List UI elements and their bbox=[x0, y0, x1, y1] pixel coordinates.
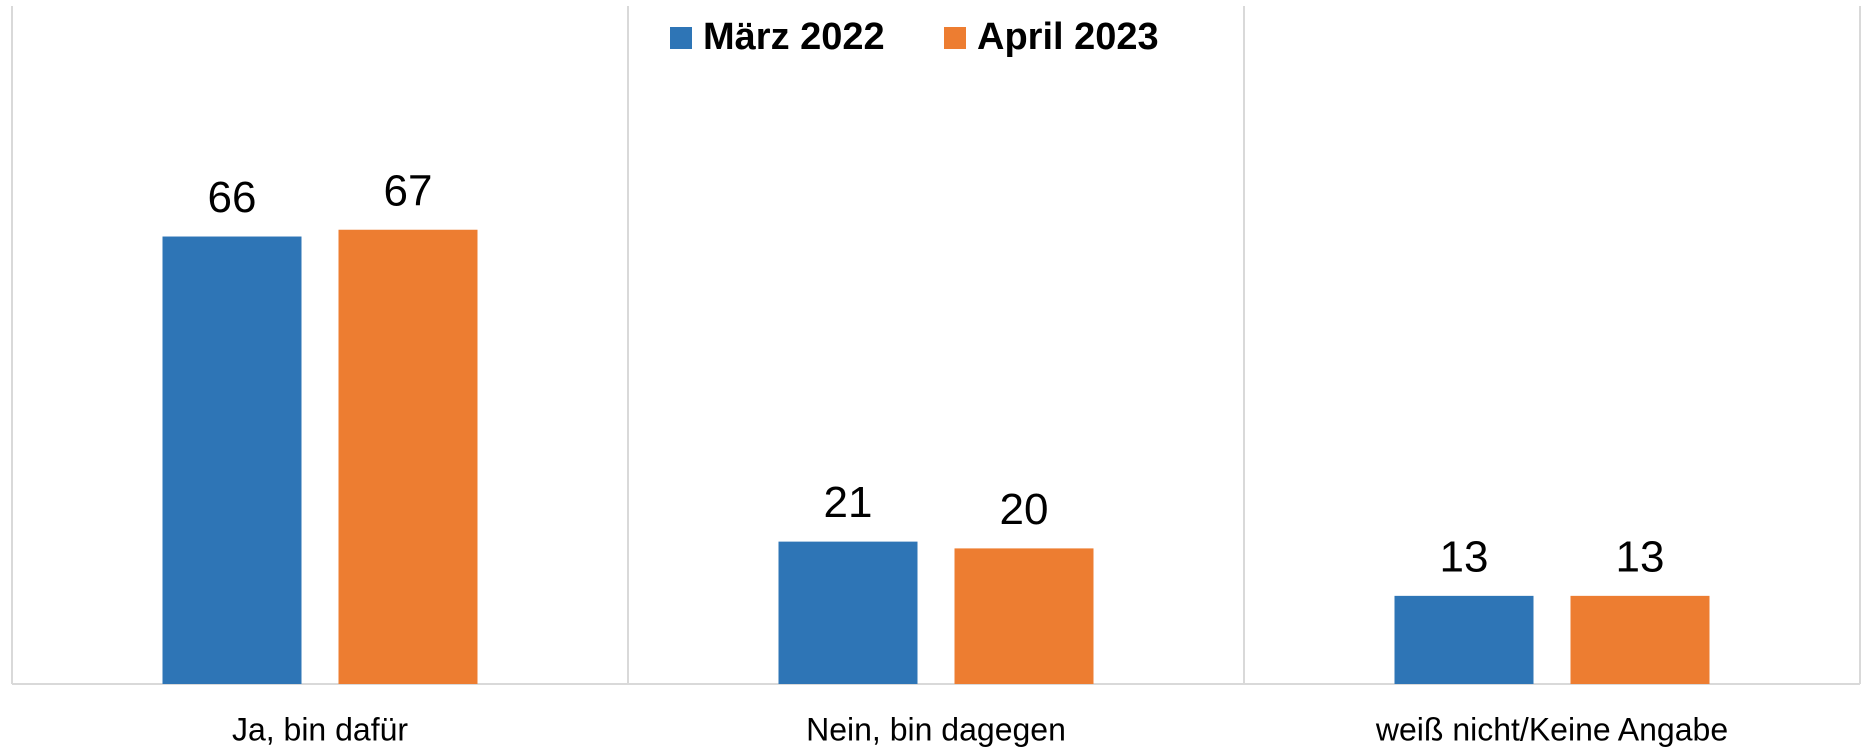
data-label: 67 bbox=[384, 166, 433, 215]
bar bbox=[338, 229, 478, 685]
legend-label: April 2023 bbox=[977, 16, 1159, 58]
bar bbox=[162, 236, 302, 684]
bar bbox=[1394, 595, 1534, 684]
bar bbox=[778, 541, 918, 684]
legend-swatch bbox=[670, 27, 692, 49]
data-label: 66 bbox=[208, 173, 257, 222]
x-tick-label: weiß nicht/Keine Angabe bbox=[1375, 711, 1728, 747]
data-label: 13 bbox=[1616, 532, 1665, 581]
data-label: 20 bbox=[1000, 485, 1049, 534]
x-tick-label: Ja, bin dafür bbox=[232, 711, 408, 747]
bar bbox=[954, 548, 1094, 684]
x-tick-label: Nein, bin dagegen bbox=[806, 711, 1066, 747]
data-label: 21 bbox=[824, 478, 873, 527]
legend-swatch bbox=[944, 27, 966, 49]
data-label: 13 bbox=[1440, 532, 1489, 581]
legend-label: März 2022 bbox=[703, 16, 885, 58]
bar bbox=[1570, 595, 1710, 684]
